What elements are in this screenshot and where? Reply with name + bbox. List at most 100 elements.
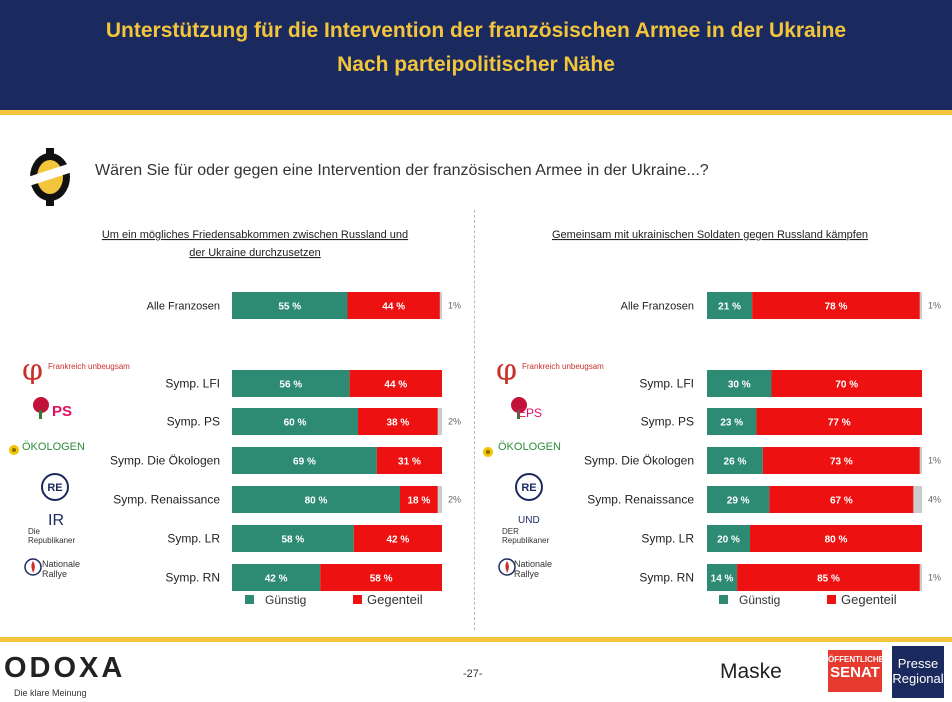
bar-favorable: [232, 370, 350, 397]
bar-favorable: [707, 447, 763, 474]
bar-label-other: 1%: [928, 456, 941, 466]
category-label: Symp. LFI: [165, 377, 220, 391]
legend-swatch-favorable: [245, 595, 254, 604]
bar-against: [347, 292, 440, 319]
rn-logo-text: Nationale Rallye: [42, 559, 81, 579]
bar-against: [737, 564, 920, 591]
bar-favorable: [232, 292, 348, 319]
partner-senat-logo: ÖFFENTLICHER SENAT: [828, 650, 890, 692]
bar-favorable: [707, 408, 757, 435]
bar-against: [752, 292, 920, 319]
rn-logo-text-right: Nationale Rallye: [514, 559, 553, 579]
bar-label-against: 78 %: [825, 302, 848, 313]
svg-text:RE: RE: [47, 482, 62, 494]
legend-swatch-favorable: [719, 595, 728, 604]
chart-fight-with-ukrainian-soldiers: Gemeinsam mit ukrainischen Soldaten gege…: [552, 229, 941, 607]
odoxa-tagline: Die klare Meinung: [14, 688, 87, 698]
partner-presse-regional-logo: Presse Regional: [892, 646, 944, 698]
bar-other: [919, 447, 922, 474]
rn-flame-icon-right: [498, 558, 516, 576]
bar-favorable: [707, 486, 770, 513]
page-number: -27-: [463, 668, 483, 680]
lfi-logo-text: Frankreich unbeugsam: [48, 362, 130, 371]
svg-text:φ: φ: [22, 356, 43, 384]
header-divider: [0, 110, 952, 115]
bar-label-against: 42 %: [387, 535, 410, 546]
lfi-logo-text-right: Frankreich unbeugsam: [522, 362, 604, 371]
bar-label-favorable: 42 %: [265, 574, 288, 585]
sunflower-icon: [9, 445, 19, 455]
category-label: Symp. PS: [641, 415, 694, 429]
bar-against: [769, 486, 914, 513]
bar-label-against: 80 %: [825, 535, 848, 546]
bar-against: [353, 525, 442, 552]
lr-logo-subtext: Die Republikaner: [28, 527, 76, 545]
bar-label-other: 1%: [448, 301, 461, 311]
panel-separator: [474, 210, 475, 630]
rn-flame-icon: [24, 558, 42, 576]
bar-label-against: 85 %: [817, 574, 840, 585]
bar-against: [756, 408, 922, 435]
bar-label-against: 38 %: [387, 418, 410, 429]
bar-label-favorable: 20 %: [717, 535, 740, 546]
bar-label-against: 18 %: [408, 496, 431, 507]
partner-maske-logo: Maske: [720, 660, 782, 683]
category-label: Symp. LFI: [639, 377, 694, 391]
bar-favorable: [707, 292, 753, 319]
bar-label-other: 1%: [928, 573, 941, 583]
category-label: Symp. Renaissance: [587, 493, 694, 507]
bar-label-against: 67 %: [830, 496, 853, 507]
bar-label-favorable: 26 %: [724, 457, 747, 468]
bar-label-against: 58 %: [370, 574, 393, 585]
bar-against: [400, 486, 438, 513]
category-label: Symp. RN: [639, 571, 694, 585]
question-text: Wären Sie für oder gegen eine Interventi…: [95, 162, 709, 179]
bar-label-other: 4%: [928, 495, 941, 505]
bar-other: [913, 486, 922, 513]
category-label: Symp. LR: [641, 532, 694, 546]
bar-against: [750, 525, 922, 552]
bar-label-other: 2%: [448, 417, 461, 427]
bar-favorable: [232, 447, 377, 474]
bar-label-favorable: 23 %: [720, 418, 743, 429]
svg-text:φ: φ: [496, 356, 517, 384]
bar-label-against: 44 %: [382, 302, 405, 313]
category-label: Symp. Die Ökologen: [584, 454, 694, 468]
legend-label-against: Gegenteil: [367, 592, 423, 607]
bar-label-other: 1%: [928, 301, 941, 311]
bar-label-against: 77 %: [828, 418, 851, 429]
bar-label-other: 2%: [448, 495, 461, 505]
bar-other: [919, 292, 922, 319]
legend-label-favorable: Günstig: [265, 593, 306, 607]
bar-label-favorable: 56 %: [279, 380, 302, 391]
bar-label-against: 73 %: [830, 457, 853, 468]
bar-label-favorable: 55 %: [278, 302, 301, 313]
bar-label-favorable: 14 %: [711, 574, 734, 585]
header-banner: [0, 0, 952, 110]
question-mark-icon: [25, 148, 75, 206]
category-label: Symp. Renaissance: [113, 493, 220, 507]
lr-logo-text-right: UND: [518, 515, 540, 526]
bar-label-against: 31 %: [398, 457, 421, 468]
bar-favorable: [707, 370, 772, 397]
ps-rose-icon: [33, 397, 49, 419]
page-title: Unterstützung für die Intervention der f…: [105, 19, 847, 42]
lr-logo-subtext-right: DER Republikaner: [502, 527, 550, 545]
page-subtitle: Nach parteipolitischer Nähe: [337, 53, 615, 76]
legend-swatch-against: [353, 595, 362, 604]
renaissance-logo-icon: RE: [41, 473, 69, 501]
bar-label-favorable: 30 %: [728, 380, 751, 391]
bar-against: [349, 370, 442, 397]
lfi-logo-icon: φ: [22, 356, 43, 384]
legend-label-against: Gegenteil: [841, 592, 897, 607]
category-label: Alle Franzosen: [147, 301, 220, 313]
bar-label-favorable: 58 %: [282, 535, 305, 546]
chart-title-line: Um ein mögliches Friedensabkommen zwisch…: [102, 229, 408, 241]
renaissance-logo-icon-right: RE: [515, 473, 543, 501]
chart-peace-agreement: Um ein mögliches Friedensabkommen zwisch…: [102, 229, 461, 607]
svg-text:RE: RE: [521, 482, 536, 494]
bar-against: [762, 447, 920, 474]
bar-label-favorable: 80 %: [305, 496, 328, 507]
category-label: Alle Franzosen: [621, 301, 694, 313]
bar-favorable: [232, 408, 358, 435]
